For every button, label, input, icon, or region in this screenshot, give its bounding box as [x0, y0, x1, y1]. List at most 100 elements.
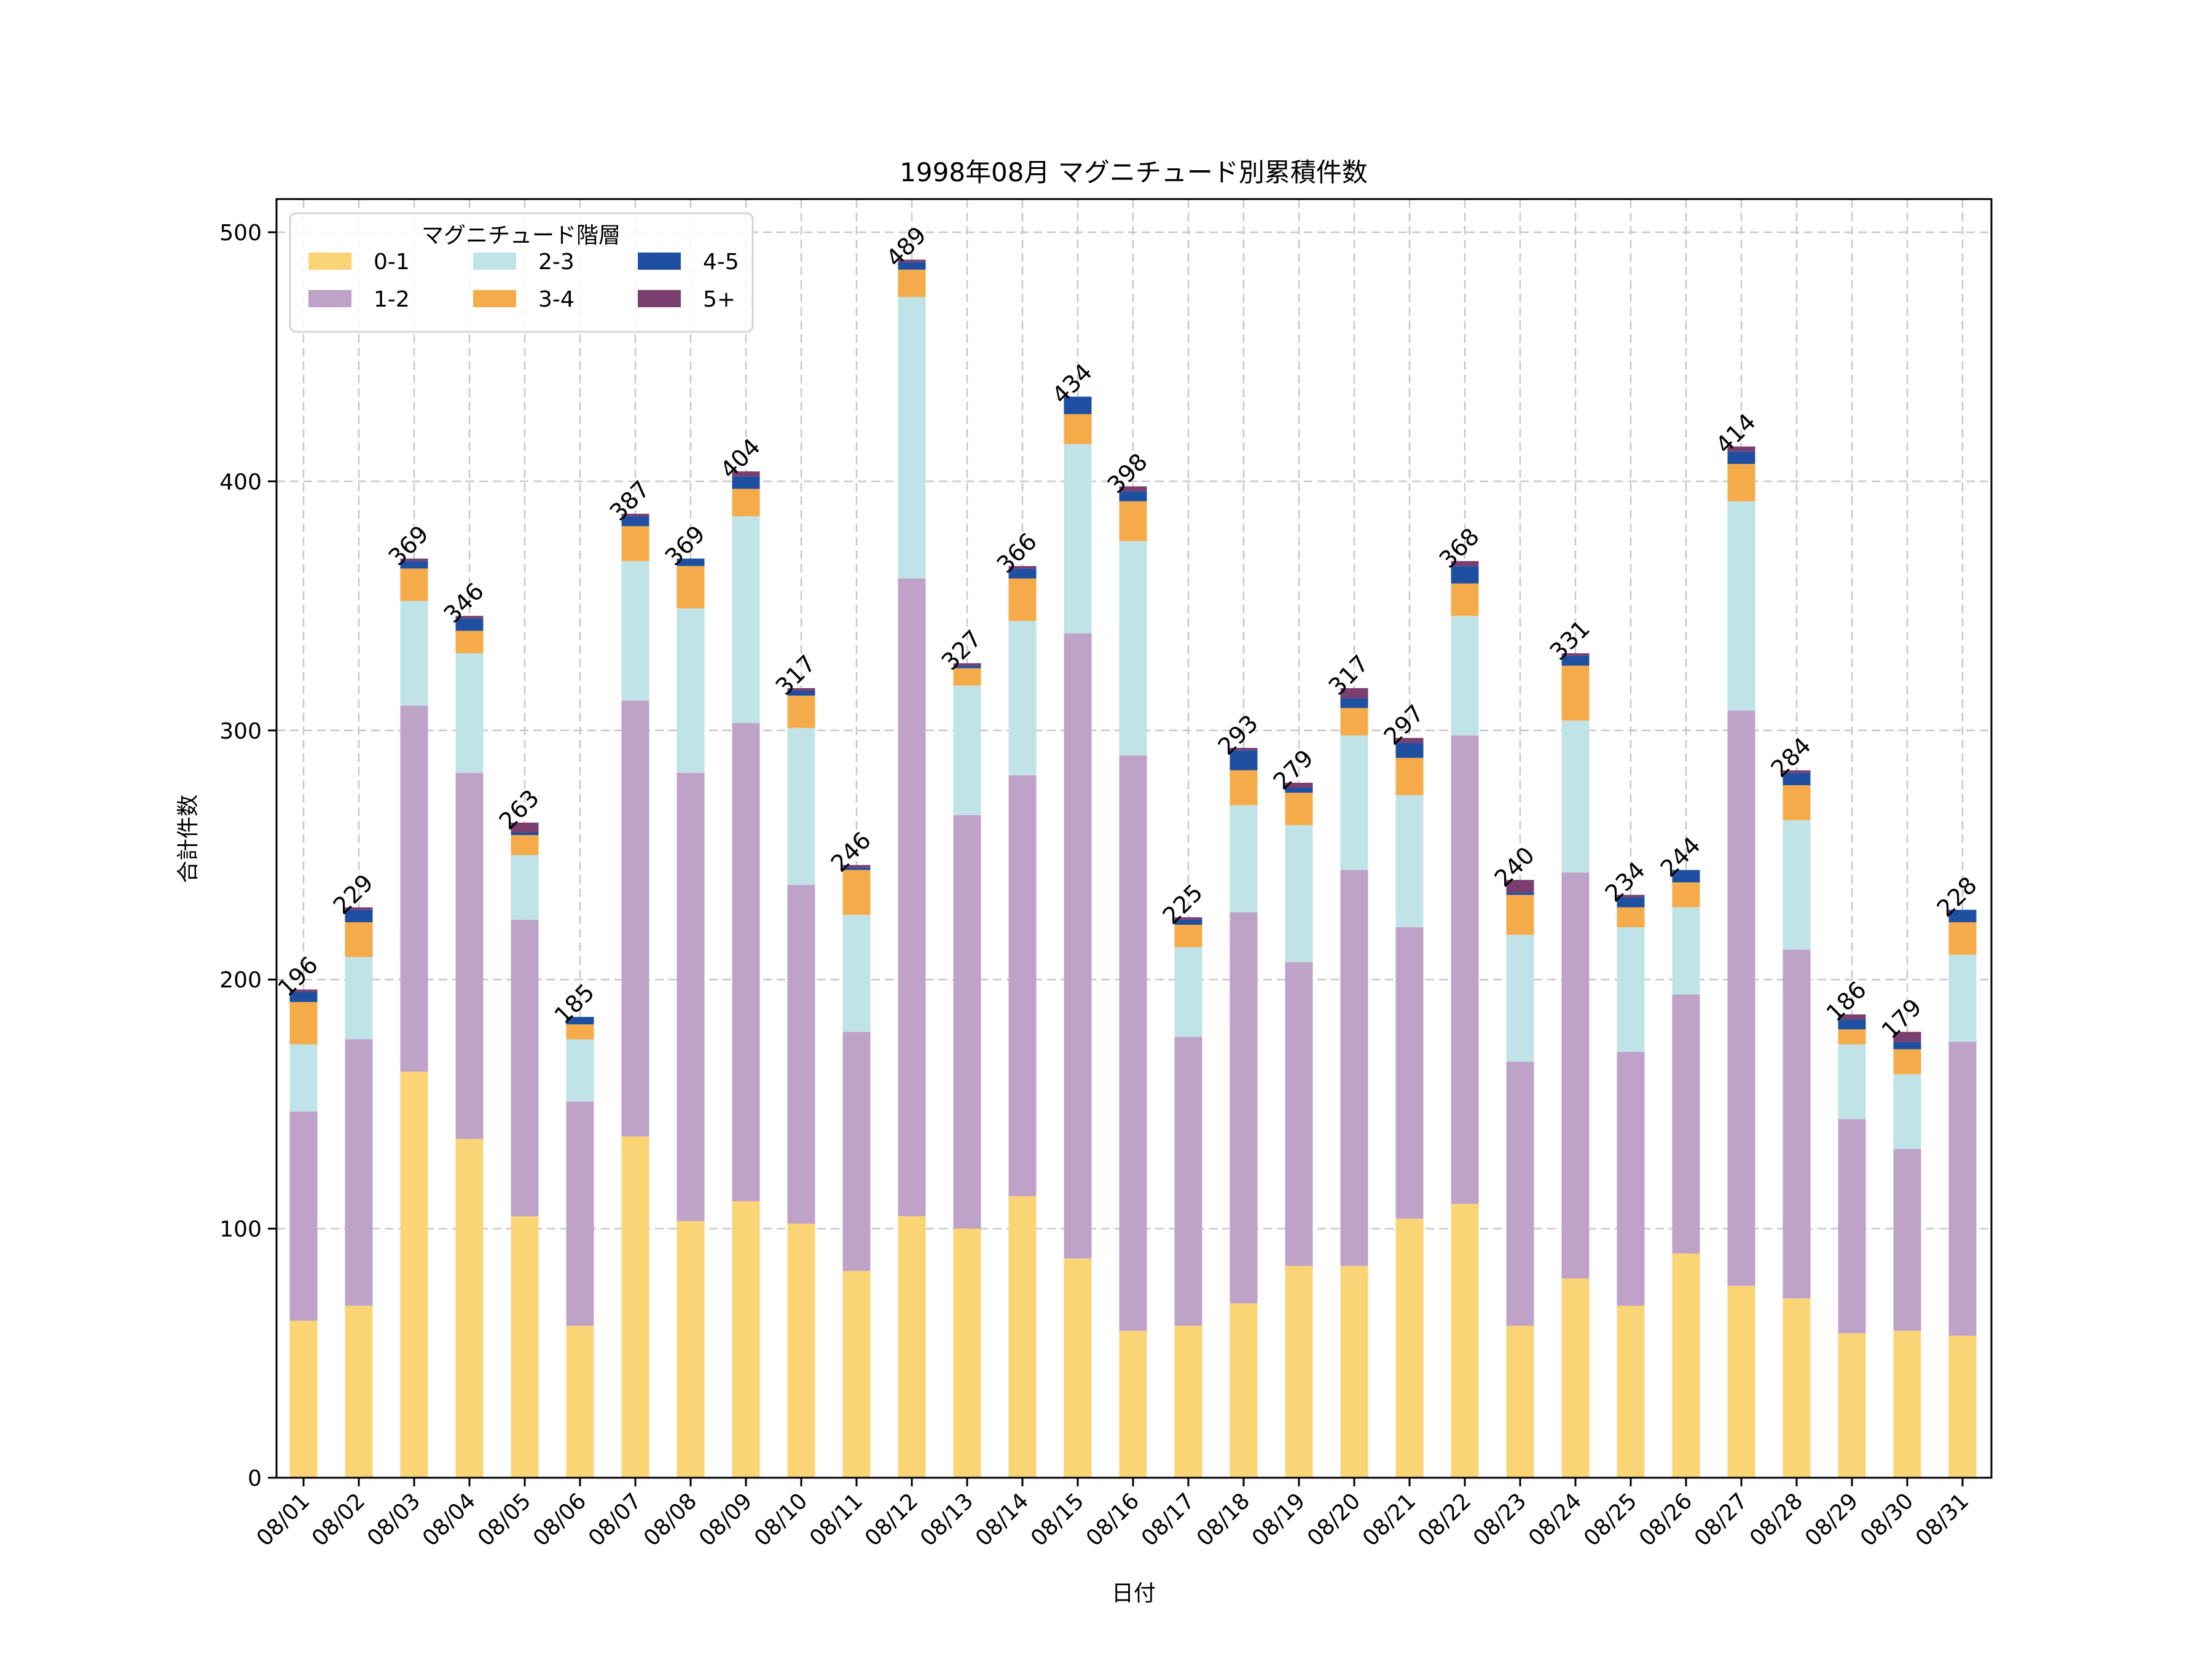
x-tick-label: 08/12 [860, 1488, 923, 1551]
bar-stack-08-21 [1395, 737, 1424, 1478]
bar-segment-3-4 [1230, 770, 1258, 806]
bar-stack-08-04 [455, 616, 484, 1478]
bar-stack-08-11 [842, 865, 871, 1478]
bar-stack-08-20 [1340, 688, 1368, 1478]
legend-label: 3-4 [538, 287, 575, 312]
bar-segment-4-5 [1561, 656, 1590, 666]
bar-stack-08-01 [289, 989, 318, 1478]
x-tick-label: 08/21 [1358, 1488, 1421, 1551]
legend-swatch [308, 290, 351, 307]
bar-segment-5+ [732, 471, 760, 477]
bar-segment-0-1 [953, 1228, 981, 1478]
bar-segment-4-5 [1230, 750, 1258, 771]
x-tick-label: 08/11 [805, 1488, 868, 1551]
bar-segment-1-2 [289, 1112, 318, 1321]
y-axis: 0 100 200 300 400 500 [219, 221, 276, 1491]
x-tick-label: 08/31 [1911, 1488, 1974, 1551]
bar-segment-4-5 [1617, 897, 1645, 908]
bar-stack-08-18 [1230, 748, 1258, 1478]
bar-segment-5+ [1506, 880, 1534, 893]
bar-segment-2-3 [1893, 1074, 1921, 1149]
bar-segment-1-2 [400, 705, 428, 1072]
legend-label: 1-2 [374, 287, 410, 312]
bar-segment-4-5 [1451, 566, 1479, 584]
bar-segment-3-4 [1451, 583, 1479, 616]
bar-segment-1-2 [1119, 755, 1147, 1331]
chart-title: 1998年08月 マグニチュード別累積件数 [900, 157, 1368, 187]
bar-segment-4-5 [1672, 869, 1700, 883]
bar-segment-2-3 [621, 561, 649, 701]
bar-segment-0-1 [677, 1221, 705, 1478]
bar-segment-1-2 [1948, 1041, 1977, 1336]
bar-segment-2-3 [1119, 541, 1147, 756]
x-tick-label: 08/19 [1247, 1488, 1310, 1551]
bar-segment-0-1 [898, 1216, 926, 1478]
x-tick-label: 08/16 [1081, 1488, 1144, 1551]
bar-segment-5+ [1451, 561, 1479, 567]
bar-segment-0-1 [1617, 1306, 1645, 1478]
bar-segment-1-2 [1230, 912, 1258, 1304]
bar-stack-08-05 [511, 822, 539, 1478]
bar-segment-4-5 [289, 992, 318, 1002]
bar-segment-0-1 [345, 1306, 373, 1478]
bar-segment-3-4 [898, 269, 926, 297]
legend: マグニチュード階層 0-1 1-2 2-3 3-4 4-5 5+ [289, 212, 754, 333]
bar-segment-5+ [1285, 782, 1313, 788]
x-tick-label: 08/27 [1690, 1488, 1752, 1551]
bar-segment-3-4 [1561, 665, 1590, 721]
x-axis-label: 日付 [1112, 1581, 1156, 1606]
bar-segment-0-1 [511, 1216, 539, 1478]
x-tick-label: 08/25 [1579, 1488, 1642, 1551]
bar-segment-3-4 [1506, 895, 1534, 935]
x-tick-label: 08/05 [473, 1488, 536, 1551]
x-tick-label: 08/30 [1856, 1488, 1918, 1551]
bar-segment-0-1 [1230, 1303, 1258, 1478]
bar-segment-5+ [1561, 653, 1590, 656]
bar-segment-2-3 [677, 608, 705, 773]
bar-segment-4-5 [842, 867, 871, 870]
bar-stack-08-31 [1948, 909, 1977, 1478]
bar-segment-2-3 [787, 728, 815, 885]
bar-segment-5+ [1230, 748, 1258, 751]
bar-segment-1-2 [511, 919, 539, 1217]
x-tick-label: 08/08 [639, 1488, 702, 1551]
bar-segment-5+ [842, 865, 871, 868]
bar-segment-3-4 [1783, 785, 1811, 820]
bar-segment-1-2 [1340, 869, 1368, 1266]
bar-segment-1-2 [1285, 962, 1313, 1266]
bar-stack-08-17 [1174, 917, 1202, 1478]
bar-segment-4-5 [787, 690, 815, 696]
bar-segment-4-5 [1285, 788, 1313, 793]
bar-stack-08-29 [1838, 1014, 1866, 1478]
bar-segment-0-1 [1561, 1278, 1590, 1478]
bar-segment-1-2 [1783, 949, 1811, 1299]
bar-segment-2-3 [1506, 935, 1534, 1062]
y-tick-label: 200 [219, 968, 262, 993]
bar-segment-0-1 [1506, 1325, 1534, 1478]
bar-segment-3-4 [400, 568, 428, 601]
bar-segment-3-4 [1064, 414, 1092, 444]
bar-segment-4-5 [677, 559, 705, 567]
y-tick-label: 0 [248, 1466, 262, 1491]
bar-segment-1-2 [621, 700, 649, 1137]
bar-segment-4-5 [732, 476, 760, 489]
bar-segment-2-3 [1617, 927, 1645, 1052]
bar-segment-2-3 [511, 855, 539, 920]
bar-segment-4-5 [621, 516, 649, 527]
x-tick-label: 08/02 [307, 1488, 370, 1551]
legend-swatch [473, 290, 516, 307]
bar-segment-1-2 [1617, 1051, 1645, 1306]
bar-segment-0-1 [1119, 1330, 1147, 1478]
bar-segment-2-3 [1451, 616, 1479, 735]
bar-segment-1-2 [1561, 872, 1590, 1279]
bar-segment-0-1 [1064, 1258, 1092, 1478]
x-tick-label: 08/20 [1303, 1488, 1365, 1551]
bar-segment-1-2 [787, 885, 815, 1224]
bar-segment-5+ [400, 559, 428, 562]
bar-segment-5+ [953, 663, 981, 666]
bar-stack-08-23 [1506, 880, 1534, 1478]
bar-segment-3-4 [1727, 464, 1755, 501]
bar-segment-1-2 [953, 815, 981, 1229]
bar-segment-4-5 [1119, 491, 1147, 501]
x-tick-label: 08/13 [916, 1488, 978, 1551]
